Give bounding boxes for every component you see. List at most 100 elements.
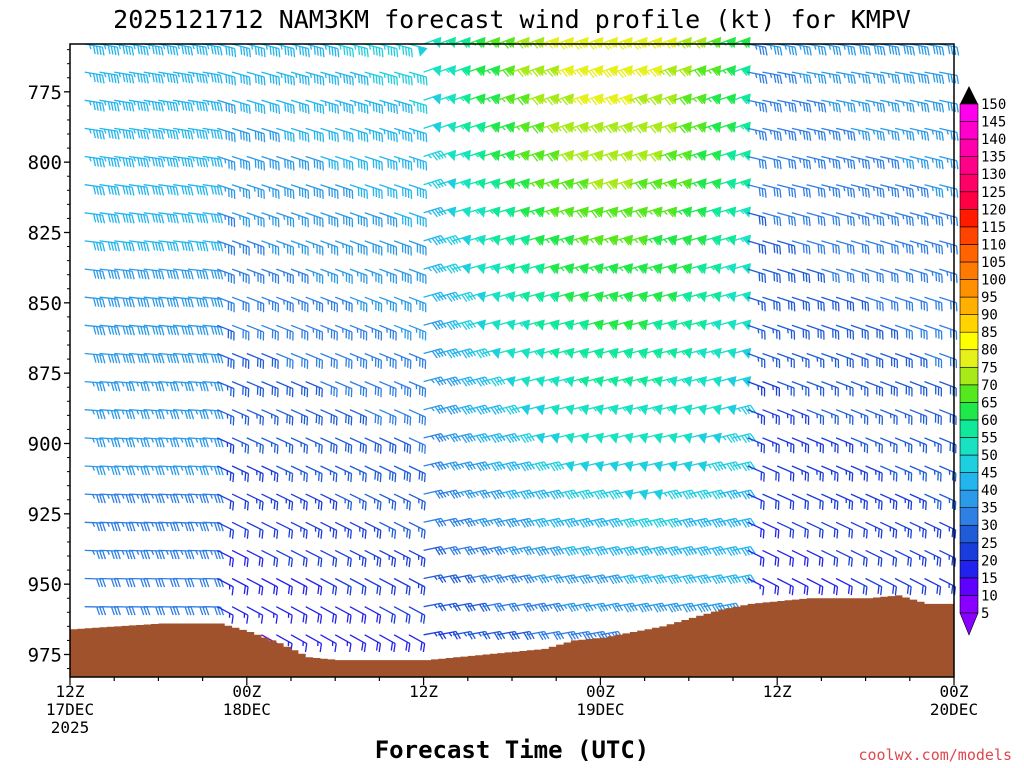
wind-barb — [246, 268, 265, 284]
wind-barb — [880, 465, 898, 482]
wind-barb — [703, 546, 727, 557]
wind-barb — [305, 381, 323, 398]
wind-barb — [114, 437, 136, 448]
wind-barb — [349, 99, 369, 114]
wind-barb — [497, 517, 521, 528]
wind-barb — [556, 234, 575, 246]
wind-barb — [777, 127, 797, 141]
wind-barb — [84, 465, 106, 476]
wind-barb — [408, 71, 428, 86]
colorbar-tick-label: 100 — [981, 273, 1006, 289]
colorbar-tick-label: 70 — [981, 378, 998, 394]
wind-barb — [114, 127, 135, 140]
wind-barb — [84, 324, 106, 336]
wind-barb — [585, 546, 609, 557]
wind-barb — [644, 234, 663, 246]
wind-barb — [718, 319, 737, 331]
wind-barb — [688, 291, 707, 303]
wind-barb — [850, 296, 870, 312]
wind-barb — [408, 352, 427, 369]
wind-barb — [246, 381, 265, 398]
wind-barb — [924, 268, 943, 283]
wind-barb — [320, 634, 337, 653]
wind-barb — [276, 212, 295, 228]
wind-barb — [84, 577, 107, 588]
colorbar-tick-label: 40 — [981, 483, 998, 499]
wind-barb — [173, 212, 194, 224]
wind-barb — [467, 149, 486, 162]
wind-barb — [909, 296, 928, 312]
wind-barb — [629, 93, 648, 106]
wind-barb — [644, 206, 663, 218]
wind-barb — [128, 240, 150, 252]
wind-barb — [423, 546, 447, 556]
wind-barb — [850, 127, 871, 141]
wind-barb — [423, 630, 447, 640]
wind-barb — [880, 212, 900, 227]
wind-barb — [747, 380, 766, 397]
wind-barb — [732, 376, 752, 388]
colorbar-segment — [959, 524, 979, 544]
wind-barb — [777, 155, 797, 170]
wind-barb — [556, 602, 579, 613]
wind-barb — [408, 99, 428, 114]
wind-barb — [231, 99, 251, 114]
wind-barb — [452, 263, 472, 275]
wind-barb — [835, 549, 853, 567]
wind-barb — [776, 352, 795, 369]
wind-barb — [732, 404, 756, 415]
wind-barb — [688, 234, 707, 246]
wind-barb — [290, 296, 309, 313]
wind-barb — [408, 437, 426, 454]
wind-barb — [320, 324, 338, 341]
wind-barb — [791, 577, 809, 596]
wind-barb — [364, 43, 384, 58]
wind-barb — [614, 149, 633, 162]
wind-barb — [555, 65, 574, 78]
wind-barb — [688, 149, 707, 162]
wind-barb — [364, 465, 382, 483]
wind-barb — [173, 240, 194, 252]
wind-barb — [614, 291, 634, 303]
wind-barb — [231, 212, 251, 228]
wind-barb — [393, 240, 412, 256]
wind-barb — [275, 606, 293, 624]
wind-barb — [408, 296, 427, 313]
wind-barb — [305, 99, 325, 114]
wind-barb — [276, 493, 294, 511]
wind-barb — [850, 155, 871, 170]
colorbar-tick-label: 130 — [981, 167, 1006, 183]
wind-barb — [555, 93, 574, 106]
wind-barb — [865, 324, 884, 340]
wind-barb — [187, 577, 210, 588]
wind-barb — [231, 409, 250, 426]
colorbar-tick-label: 30 — [981, 518, 998, 534]
wind-barb — [806, 268, 826, 283]
wind-barb — [880, 155, 900, 170]
wind-barb — [511, 263, 531, 275]
wind-barb — [865, 493, 883, 511]
wind-barb — [187, 493, 210, 504]
wind-barb — [187, 352, 209, 364]
wind-barb — [570, 263, 589, 275]
credit-link[interactable]: coolwx.com/models — [858, 746, 1012, 764]
wind-barb — [556, 574, 579, 585]
wind-barb — [909, 521, 927, 539]
wind-barb — [821, 99, 841, 113]
wind-barb — [305, 184, 324, 199]
wind-barb — [320, 127, 339, 143]
wind-barb — [747, 268, 767, 283]
wind-barb — [703, 65, 722, 77]
wind-barb — [349, 71, 369, 86]
wind-barb — [305, 71, 325, 86]
wind-barb — [939, 240, 958, 255]
wind-barb — [806, 380, 825, 397]
wind-barb — [511, 517, 535, 528]
wind-barb — [688, 574, 712, 585]
wind-barb — [246, 577, 264, 596]
wind-barb — [924, 549, 942, 567]
wind-barb — [305, 268, 324, 284]
wind-barb — [231, 493, 249, 511]
colorbar-tick-label: 125 — [981, 185, 1006, 201]
